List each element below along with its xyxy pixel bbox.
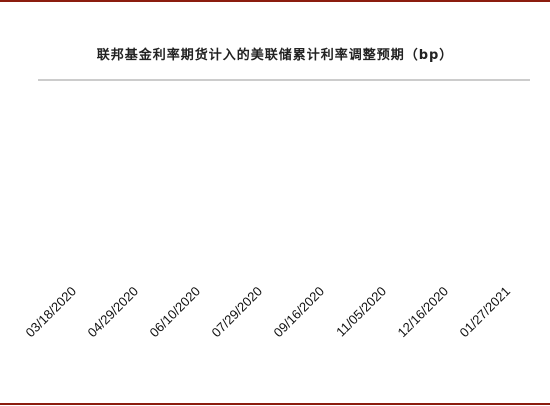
x-tick-label: 04/29/2020 [84,284,141,341]
x-tick-label: 12/16/2020 [394,284,451,341]
chart-title: 联邦基金利率期货计入的美联储累计利率调整预期（bp） [96,48,454,63]
x-tick-label: 01/27/2021 [456,284,513,341]
x-tick-label: 11/05/2020 [333,284,389,340]
bottom-border-rule [0,403,550,405]
x-tick-label: 03/18/2020 [22,284,79,341]
x-tick-label: 09/16/2020 [270,284,327,341]
x-tick-label: 06/10/2020 [146,284,203,341]
top-border-rule [0,0,550,2]
x-tick-label: 07/29/2020 [208,284,265,341]
